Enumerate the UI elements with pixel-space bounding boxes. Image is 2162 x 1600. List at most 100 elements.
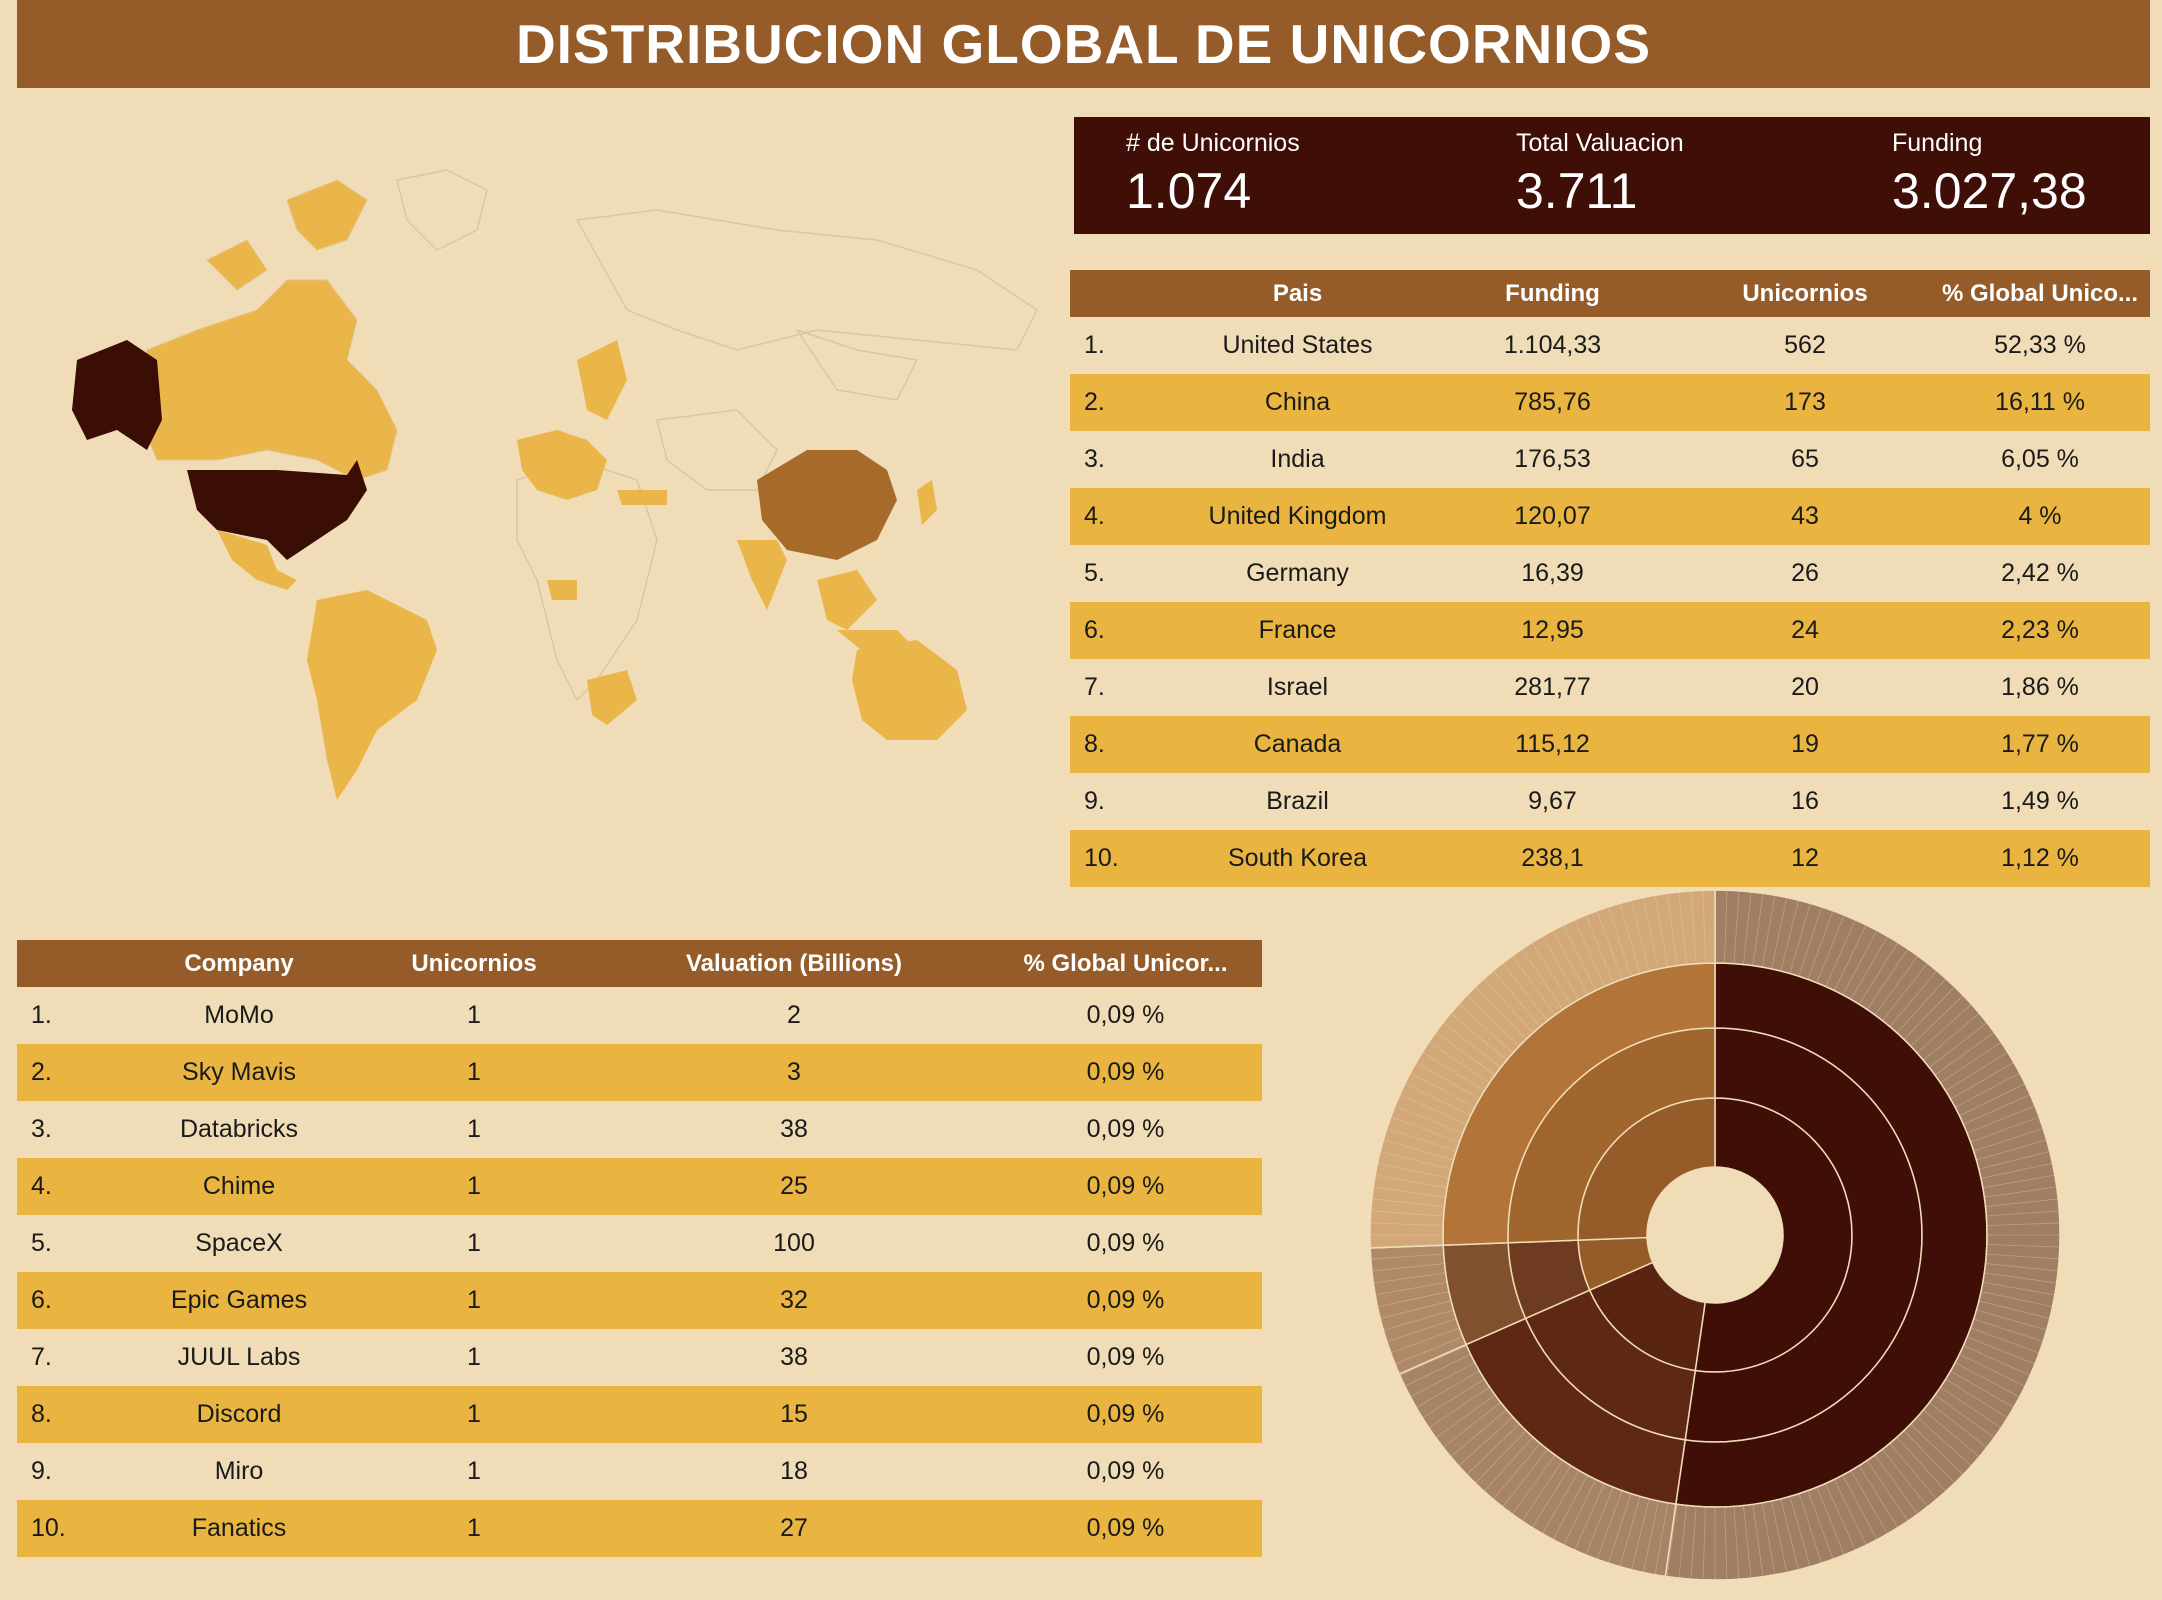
cell-pct: 4 % — [1930, 488, 2150, 545]
sunburst-texture-line — [1375, 1174, 1448, 1189]
header-unicornios[interactable]: Unicornios — [349, 940, 599, 987]
table-row[interactable]: 1. United States 1.104,33 562 52,33 % — [1070, 317, 2150, 374]
sunburst-texture-line — [1967, 1105, 2036, 1134]
cell-pct: 0,09 % — [989, 1500, 1262, 1557]
sunburst-texture-line — [1654, 1502, 1669, 1575]
sunburst-texture-line — [1959, 1083, 2026, 1117]
map-country-canada-islands[interactable] — [206, 179, 368, 291]
sunburst-texture-line — [1678, 891, 1687, 965]
map-country-south-africa[interactable] — [587, 670, 637, 725]
table-row[interactable]: 8. Discord 1 15 0,09 % — [17, 1386, 1262, 1443]
sunburst-texture-line — [1940, 1386, 2002, 1429]
sunburst-texture-line — [1475, 1430, 1527, 1484]
sunburst-texture-line — [1910, 995, 1964, 1047]
header-funding[interactable]: Funding — [1425, 270, 1680, 317]
cell-idx: 3. — [17, 1101, 129, 1158]
sunburst-texture-line — [1394, 1105, 1463, 1134]
cell-valuation: 18 — [599, 1443, 989, 1500]
kpi-total-valuation: Total Valuacion 3.711 — [1516, 129, 1684, 220]
map-country-australia[interactable] — [852, 640, 967, 740]
map-country-scandinavia[interactable] — [577, 340, 627, 420]
sunburst-texture-line — [1631, 900, 1650, 972]
table-row[interactable]: 5. Germany 16,39 26 2,42 % — [1070, 545, 2150, 602]
table-row[interactable]: 1. MoMo 1 2 0,09 % — [17, 987, 1262, 1044]
map-country-china[interactable] — [757, 450, 897, 560]
header-global-pct[interactable]: % Global Unico... — [1930, 270, 2150, 317]
map-country-alaska[interactable] — [72, 340, 162, 450]
sunburst-texture-line — [1833, 1479, 1867, 1546]
table-row[interactable]: 2. China 785,76 173 16,11 % — [1070, 374, 2150, 431]
table-row[interactable]: 2. Sky Mavis 1 3 0,09 % — [17, 1044, 1262, 1101]
sunburst-texture-line — [1678, 1505, 1687, 1579]
header-pais[interactable]: Pais — [1170, 270, 1425, 317]
sunburst-texture-line — [1531, 1465, 1572, 1528]
map-country-japan[interactable] — [917, 480, 937, 525]
cell-pct: 6,05 % — [1930, 431, 2150, 488]
map-country-united-states[interactable] — [187, 460, 367, 560]
table-row[interactable]: 9. Miro 1 18 0,09 % — [17, 1443, 1262, 1500]
cell-valuation: 3 — [599, 1044, 989, 1101]
header-unicornios[interactable]: Unicornios — [1680, 270, 1930, 317]
kpi-value: 3.027,38 — [1892, 163, 2087, 219]
cell-idx: 6. — [17, 1272, 129, 1329]
map-borders — [396, 169, 1038, 702]
header-valuation[interactable]: Valuation (Billions) — [599, 940, 989, 987]
sunburst-texture-line — [1984, 1186, 2057, 1198]
sunburst-texture-line — [1596, 910, 1623, 980]
cell-pct: 1,86 % — [1930, 659, 2150, 716]
table-row[interactable]: 7. JUUL Labs 1 38 0,09 % — [17, 1329, 1262, 1386]
sunburst-texture-line — [1563, 1479, 1597, 1546]
sunburst-texture-line — [1435, 1031, 1496, 1076]
sunburst-texture-line — [1934, 1394, 1995, 1439]
sunburst-segment[interactable] — [1370, 890, 1716, 1249]
table-row[interactable]: 4. United Kingdom 120,07 43 4 % — [1070, 488, 2150, 545]
table-row[interactable]: 6. France 12,95 24 2,23 % — [1070, 602, 2150, 659]
cell-idx: 7. — [17, 1329, 129, 1386]
map-country-europe[interactable] — [517, 430, 607, 500]
table-row[interactable]: 3. Databricks 1 38 0,09 % — [17, 1101, 1262, 1158]
table-row[interactable]: 7. Israel 281,77 20 1,86 % — [1070, 659, 2150, 716]
cell-unicornios: 1 — [349, 1329, 599, 1386]
table-row[interactable]: 10. Fanatics 1 27 0,09 % — [17, 1500, 1262, 1557]
map-country-india[interactable] — [737, 540, 787, 610]
cell-idx: 2. — [1070, 374, 1170, 431]
sunburst-texture-line — [1483, 1436, 1534, 1492]
world-map[interactable]: 1 562 — [17, 160, 1067, 1003]
table-row[interactable]: 9. Brazil 9,67 16 1,49 % — [1070, 773, 2150, 830]
cell-funding: 16,39 — [1425, 545, 1680, 602]
map-country-canada[interactable] — [136, 279, 398, 481]
cell-idx: 6. — [1070, 602, 1170, 659]
map-country-brazil[interactable] — [307, 590, 437, 800]
sunburst-texture-line — [1386, 1318, 1457, 1342]
map-country-mexico[interactable] — [217, 530, 297, 590]
cell-pais: Israel — [1170, 659, 1425, 716]
table-row[interactable]: 8. Canada 115,12 19 1,77 % — [1070, 716, 2150, 773]
sunburst-texture-line — [1458, 1003, 1514, 1054]
sunburst-texture-line — [1466, 1423, 1520, 1475]
map-country-turkey[interactable] — [617, 490, 667, 505]
sunburst-texture-line — [1982, 1281, 2055, 1296]
map-country-southeast-asia[interactable] — [817, 570, 877, 630]
sunburst-texture-line — [1394, 1336, 1463, 1365]
world-map-svg[interactable] — [17, 160, 1067, 820]
sunburst-texture-line — [1866, 948, 1909, 1010]
cell-pais: Germany — [1170, 545, 1425, 602]
company-table-body: 1. MoMo 1 2 0,09 % 2. Sky Mavis 1 3 0,09 % 3. Datab… — [17, 987, 1262, 1557]
header-company[interactable]: Company — [129, 940, 349, 987]
cell-pct: 0,09 % — [989, 1215, 1262, 1272]
cell-unicornios: 1 — [349, 1158, 599, 1215]
sunburst-texture-line — [1422, 1051, 1485, 1092]
table-row[interactable]: 4. Chime 1 25 0,09 % — [17, 1158, 1262, 1215]
sunburst-texture-line — [1654, 895, 1669, 968]
header-global-pct[interactable]: % Global Unicor... — [989, 940, 1262, 987]
table-row[interactable]: 3. India 176,53 65 6,05 % — [1070, 431, 2150, 488]
sunburst-texture-line — [1866, 1460, 1909, 1522]
map-country-nigeria[interactable] — [547, 580, 577, 600]
sunburst-segment[interactable] — [1664, 890, 2060, 1580]
table-row[interactable]: 6. Epic Games 1 32 0,09 % — [17, 1272, 1262, 1329]
table-row[interactable]: 5. SpaceX 1 100 0,09 % — [17, 1215, 1262, 1272]
table-row[interactable]: 10. South Korea 238,1 12 1,12 % — [1070, 830, 2150, 887]
sunburst-texture-line — [1945, 1378, 2008, 1419]
sunburst-chart[interactable] — [1370, 890, 2060, 1580]
sunburst-texture-line — [1743, 1505, 1752, 1579]
